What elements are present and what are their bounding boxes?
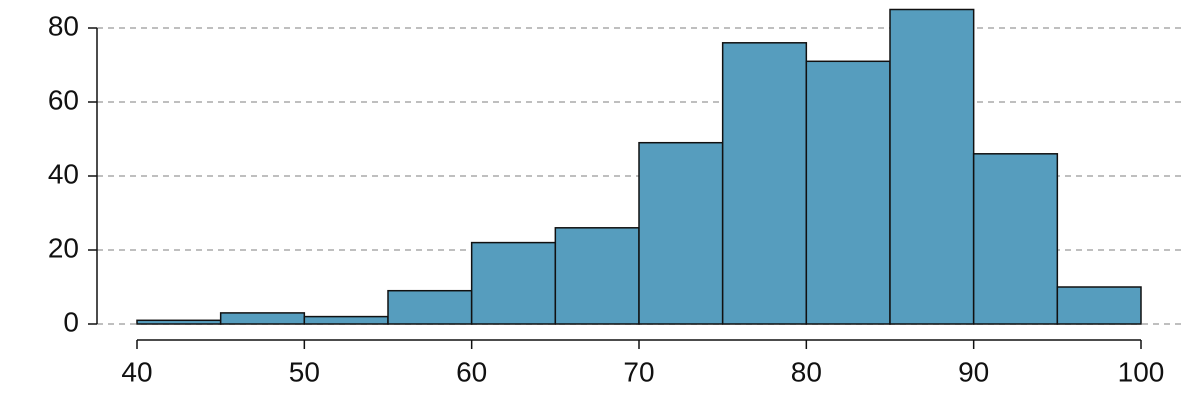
bar: [1056, 286, 1142, 325]
bar: [303, 315, 389, 325]
x-tick-label: 60: [456, 356, 487, 387]
bar: [470, 241, 557, 325]
x-tick-label: 40: [121, 356, 152, 387]
y-tick-label: 20: [48, 232, 79, 263]
x-tick-label: 80: [791, 356, 822, 387]
x-tick-label: 70: [623, 356, 654, 387]
bar: [805, 60, 891, 325]
bar: [972, 153, 1059, 325]
bar: [554, 227, 640, 325]
x-tick-label: 50: [289, 356, 320, 387]
bar: [638, 141, 724, 325]
bar: [136, 319, 222, 325]
bar: [387, 289, 473, 325]
x-tick-label: 90: [958, 356, 989, 387]
y-tick-label: 0: [63, 306, 79, 337]
x-tick-label: 100: [1118, 356, 1165, 387]
y-tick-label: 60: [48, 84, 79, 115]
bar: [721, 42, 808, 325]
y-tick-label: 40: [48, 158, 79, 189]
bar: [219, 312, 306, 325]
y-tick-label: 80: [48, 10, 79, 41]
bar: [889, 8, 975, 325]
